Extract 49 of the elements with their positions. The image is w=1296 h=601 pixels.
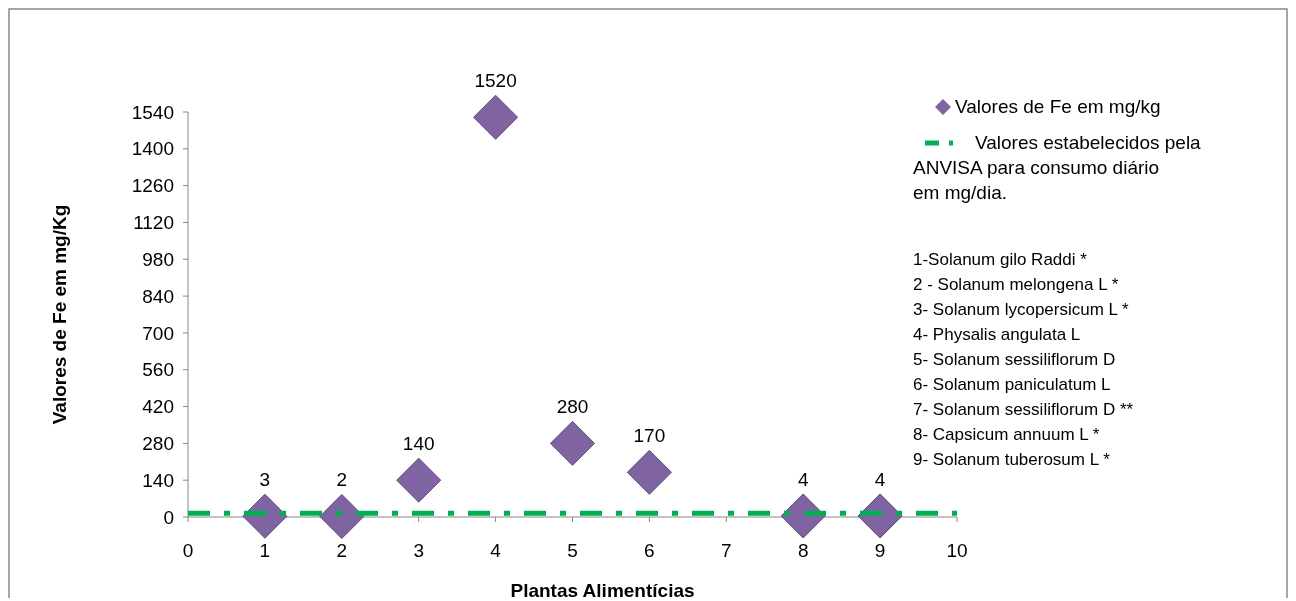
- y-tick-label: 1540: [131, 101, 174, 123]
- point: [319, 493, 365, 539]
- annotation: 2 - Solanum melongena L *: [913, 275, 1119, 294]
- x-tick-label: 5: [567, 540, 578, 561]
- annotation: 1-Solanum gilo Raddi *: [913, 250, 1088, 269]
- point: [396, 457, 442, 503]
- x-tick-label: 1: [259, 540, 271, 561]
- x-tick-label: 4: [490, 540, 502, 561]
- point: [550, 420, 595, 466]
- data-label: 3: [259, 469, 271, 491]
- y-tick-label: 980: [142, 248, 174, 270]
- y-tick-label: 1400: [131, 138, 174, 160]
- x-axis-title: Plantas Alimentícias: [510, 580, 695, 601]
- annotation: 4- Physalis angulata L: [913, 325, 1081, 344]
- x-tick-label: 9: [874, 540, 886, 561]
- point: [473, 94, 519, 140]
- y-tick-label: 1120: [133, 212, 174, 234]
- x-tick-label: 0: [182, 540, 194, 561]
- y-tick-label: 700: [142, 322, 174, 344]
- data-label: 2: [336, 469, 348, 491]
- y-tick-label: 1260: [131, 175, 174, 197]
- legend-label: Valores de Fe em mg/kg: [955, 96, 1161, 117]
- x-tick-label: 6: [644, 540, 655, 561]
- annotation: 9- Solanum tuberosum L *: [913, 450, 1111, 469]
- legend-label: Valores estabelecidos pela ANVISA para consumo diário em mg/dia.: [913, 132, 1202, 203]
- y-tick-label: 280: [142, 433, 174, 455]
- y-tick-label: 560: [142, 359, 174, 381]
- x-tick-label: 2: [336, 540, 348, 561]
- y-tick-label: 840: [142, 285, 174, 307]
- data-label: 4: [797, 468, 809, 490]
- x-tick-label: 3: [413, 540, 424, 561]
- y-tick-label: 0: [163, 506, 174, 528]
- x-tick-label: 8: [797, 540, 809, 561]
- annotation: 6- Solanum paniculatum L: [913, 375, 1111, 394]
- annotation: 5- Solanum sessiliflorum D: [913, 350, 1116, 369]
- y-axis-title: Valores de Fe em mg/Kg: [49, 204, 70, 425]
- annotation: 3- Solanum lycopersicum L *: [913, 300, 1130, 319]
- annotation: 8- Capsicum annuum L *: [913, 425, 1100, 444]
- data-label: 4: [874, 468, 886, 490]
- annotation: 7- Solanum sessiliflorum D **: [913, 400, 1134, 419]
- point: [626, 449, 672, 495]
- data-label: 140: [402, 433, 435, 455]
- x-tick-label: 10: [946, 540, 968, 561]
- y-tick-label: 420: [142, 396, 174, 418]
- x-tick-label: 7: [721, 540, 732, 561]
- data-label: 1520: [474, 70, 517, 92]
- data-label: 280: [556, 396, 589, 418]
- data-label: 170: [633, 425, 666, 447]
- y-tick-label: 140: [142, 469, 174, 491]
